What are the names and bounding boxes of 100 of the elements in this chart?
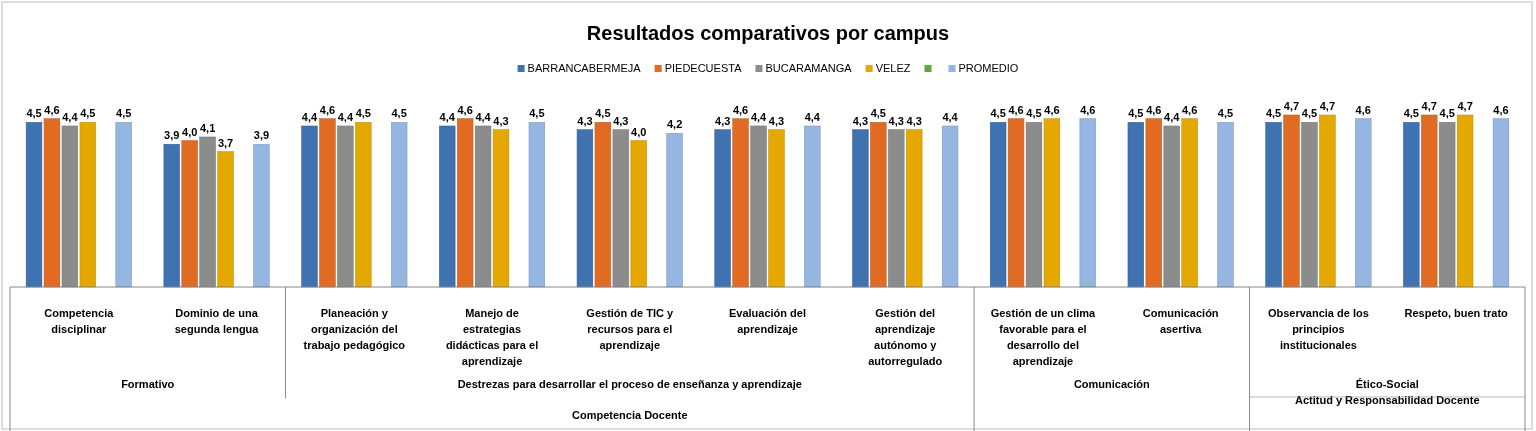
bar: [1456, 114, 1474, 288]
data-label: 4,5: [355, 107, 371, 120]
bar: [1265, 122, 1282, 288]
text: Actitud y Responsabilidad Docente: [1294, 394, 1480, 406]
data-label: 4,3: [493, 114, 509, 127]
data-label: 4,3: [906, 114, 922, 127]
data-label: 4,4: [942, 110, 959, 123]
x-tick-label: Competencia disciplinar: [44, 307, 115, 335]
data-label: 4,7: [1283, 100, 1300, 112]
data-label: 4,5: [529, 107, 545, 120]
data-label: 4,5: [1217, 107, 1234, 120]
text: Formativo: [121, 378, 175, 390]
data-label: 4,6: [1146, 103, 1162, 116]
bar: [1403, 122, 1420, 288]
legend-label: PIEDECUESTA: [664, 62, 743, 74]
bar: [1421, 114, 1438, 288]
bar: [391, 122, 408, 288]
data-label: 4,5: [116, 107, 132, 120]
legend-label: VELEZ: [875, 62, 911, 74]
bar: [1043, 118, 1061, 288]
data-label: 4,6: [1008, 103, 1024, 116]
bar: [25, 122, 43, 288]
data-label: 3,9: [253, 129, 270, 142]
bar: [301, 125, 318, 288]
data-label: 4,5: [26, 107, 42, 120]
data-label: 4,6: [1493, 103, 1509, 116]
bar: [594, 122, 612, 288]
text: Comunicación: [1073, 378, 1150, 390]
x-tick-label: Gestión del aprendizaje autónomo y autorregulado: [868, 307, 943, 367]
bar: [1079, 118, 1096, 288]
x-tick-label: Gestión de un clima favorable para el desarrollo del aprendizaje: [990, 307, 1097, 367]
bar: [319, 118, 336, 288]
data-label: 4,6: [1355, 103, 1371, 116]
bar: [1492, 118, 1510, 288]
data-label: 4,4: [439, 110, 456, 123]
bar: [576, 129, 594, 288]
data-label: 4,6: [1182, 103, 1198, 116]
x-tick-label: Manejo de estrategias didácticas para el aprendizaje: [445, 307, 539, 367]
bar: [439, 125, 456, 288]
data-label: 4,6: [457, 103, 473, 116]
data-label: 4,7: [1457, 100, 1473, 112]
data-label: 4,4: [750, 110, 768, 123]
chart-title: Resultados comparativos por campus: [586, 22, 950, 44]
bar: [528, 122, 546, 288]
bar: [768, 129, 785, 288]
data-label: 4,4: [301, 110, 319, 123]
data-label: 4,5: [1403, 107, 1419, 120]
bar: [804, 125, 821, 288]
bar: [1145, 118, 1162, 288]
bar: [163, 144, 180, 288]
text: Ético-Social: [1355, 378, 1419, 390]
data-label: 4,3: [852, 114, 869, 127]
bar: [79, 122, 96, 288]
bar: [1355, 118, 1372, 288]
data-label: 4,5: [595, 107, 611, 120]
bar: [941, 125, 959, 288]
data-label: 4,3: [888, 114, 904, 127]
x-tick-label: Gestión de TIC y recursos para el aprendizaje: [586, 307, 675, 351]
data-label: 4,6: [1044, 103, 1060, 116]
data-label: 4,5: [391, 107, 407, 120]
data-label: 4,4: [475, 110, 492, 123]
data-label: 4,4: [1164, 110, 1181, 123]
data-label: 4,5: [1026, 107, 1042, 120]
x-tick-label: Dominio de una segunda lengua: [174, 307, 260, 335]
data-label: 4,0: [182, 125, 198, 138]
data-label: 4,5: [1301, 107, 1318, 120]
x-tick-label: Observancia de los principios institucionales: [1267, 307, 1369, 351]
bar: [666, 133, 683, 288]
bar: [714, 129, 731, 288]
data-label: 4,5: [870, 107, 886, 120]
bar: [1007, 118, 1025, 288]
x-tick-label: Planeación y organización del trabajo pedagógico: [303, 307, 406, 351]
data-label: 4,4: [62, 110, 79, 123]
data-label: 4,6: [1080, 103, 1096, 116]
data-label: 4,4: [804, 110, 821, 123]
bar: [1127, 122, 1144, 288]
data-label: 4,3: [577, 114, 593, 127]
bar: [989, 122, 1007, 288]
data-label: 4,3: [715, 114, 731, 127]
data-label: 4,5: [1265, 107, 1282, 120]
legend-label: BARRANCABERMEJA: [527, 62, 642, 74]
bar: [1181, 118, 1198, 288]
bar: [732, 118, 749, 288]
data-label: 4,5: [1439, 107, 1455, 120]
data-label: 4,2: [666, 118, 683, 131]
data-label: 4,5: [80, 107, 96, 120]
bar: [1283, 114, 1300, 288]
bar: [1217, 122, 1234, 288]
bar: [630, 140, 647, 288]
bar: [217, 151, 234, 288]
data-label: 4,5: [990, 107, 1006, 120]
data-label: 4,7: [1319, 100, 1336, 112]
bar: [906, 129, 923, 288]
text: Destrezas para desarrollar el proceso de enseñanza y aprendizaje: [457, 378, 802, 390]
data-label: 4,3: [768, 114, 785, 127]
bar: [253, 144, 270, 288]
legend-label: PROMEDIO: [958, 62, 1019, 74]
bar: [115, 122, 132, 288]
x-tick-label: Respeto, buen trato: [1404, 307, 1509, 319]
bar: [870, 122, 887, 288]
